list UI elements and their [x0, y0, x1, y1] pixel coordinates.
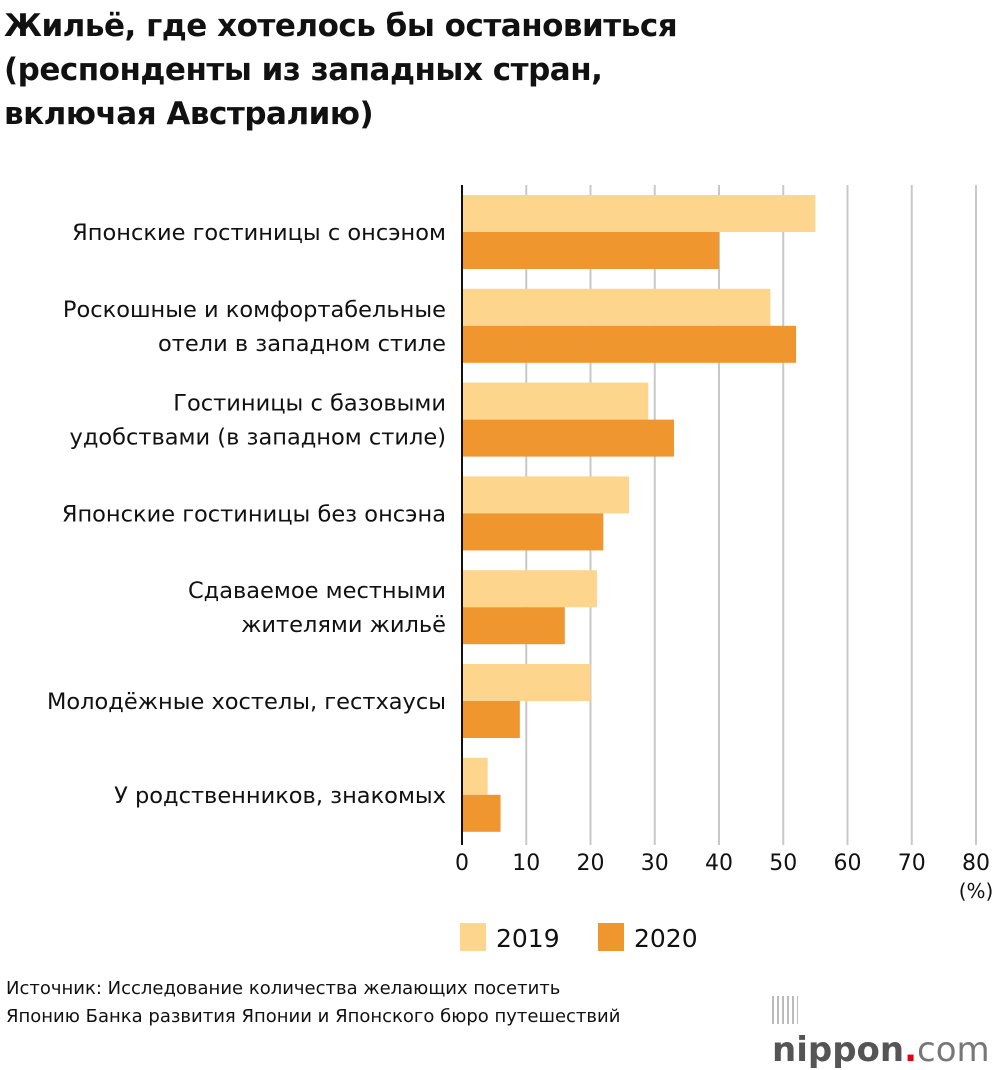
bar-2020: [462, 607, 565, 645]
bar-2019: [462, 195, 816, 232]
bar-2019: [462, 288, 771, 326]
title-line: (респонденты из западных стран,: [4, 52, 603, 88]
category-label: У родственников, знакомых: [114, 783, 446, 809]
source-line: Японию Банка развития Японии и Японского…: [6, 1006, 621, 1027]
bar-2020: [462, 794, 501, 832]
bar-2020: [462, 325, 797, 363]
bar-2020: [462, 701, 520, 738]
source-note: Источник: Исследование количества желающ…: [6, 975, 620, 1031]
x-tick-label: 0: [455, 851, 469, 876]
logo-dot: .: [904, 1030, 918, 1070]
bar-2019: [462, 382, 649, 420]
legend-swatch-2019: [460, 923, 486, 951]
logo-name: nippon: [772, 1030, 905, 1070]
category-label: Японские гостиницы с онсэном: [72, 220, 446, 246]
nippon-logo: nippon.com: [772, 990, 1000, 1070]
chart-title: Жильё, где хотелось бы остановиться (рес…: [4, 4, 678, 136]
x-unit-label: (%): [959, 879, 994, 903]
bar-chart: 0 10 20 30 40 50 60 70 80 (%) Японские гостиницы с…: [47, 185, 994, 953]
x-tick-label: 30: [641, 851, 669, 876]
title-line: включая Австралию): [4, 96, 374, 132]
category-label: жителями жильё: [241, 612, 446, 638]
category-label: Сдаваемое местными: [188, 578, 446, 604]
x-tick-label: 20: [577, 851, 605, 876]
logo-bars-icon: [772, 996, 798, 1024]
legend-label: 2019: [496, 924, 560, 953]
x-tick-label: 50: [769, 851, 797, 876]
x-tick-label: 70: [898, 851, 926, 876]
x-tick-label: 60: [834, 851, 862, 876]
legend-swatch-2020: [598, 923, 624, 951]
bar-2020: [462, 232, 719, 269]
bar-2020: [462, 513, 604, 551]
source-line: Источник: Исследование количества желающ…: [6, 978, 561, 999]
x-tick-label: 40: [705, 851, 733, 876]
category-label: Гостиницы с базовыми: [173, 391, 446, 417]
category-label: Японские гостиницы без онсэна: [62, 501, 446, 527]
x-tick-label: 10: [512, 851, 540, 876]
category-label: удобствами (в западном стиле): [70, 425, 447, 451]
x-tick-label: 80: [962, 851, 990, 876]
category-label: Роскошные и комфортабельные: [63, 297, 446, 323]
logo-tld: com: [917, 1030, 990, 1070]
bar-2019: [462, 664, 591, 701]
bar-2019: [462, 476, 630, 514]
bar-2019: [462, 570, 597, 608]
legend-label: 2020: [634, 924, 698, 953]
title-line: Жильё, где хотелось бы остановиться: [4, 8, 678, 44]
bar-2020: [462, 419, 675, 457]
category-label: отели в западном стиле: [158, 331, 446, 357]
category-label: Молодёжные хостелы, гестхаусы: [47, 689, 446, 715]
bar-2019: [462, 757, 488, 795]
